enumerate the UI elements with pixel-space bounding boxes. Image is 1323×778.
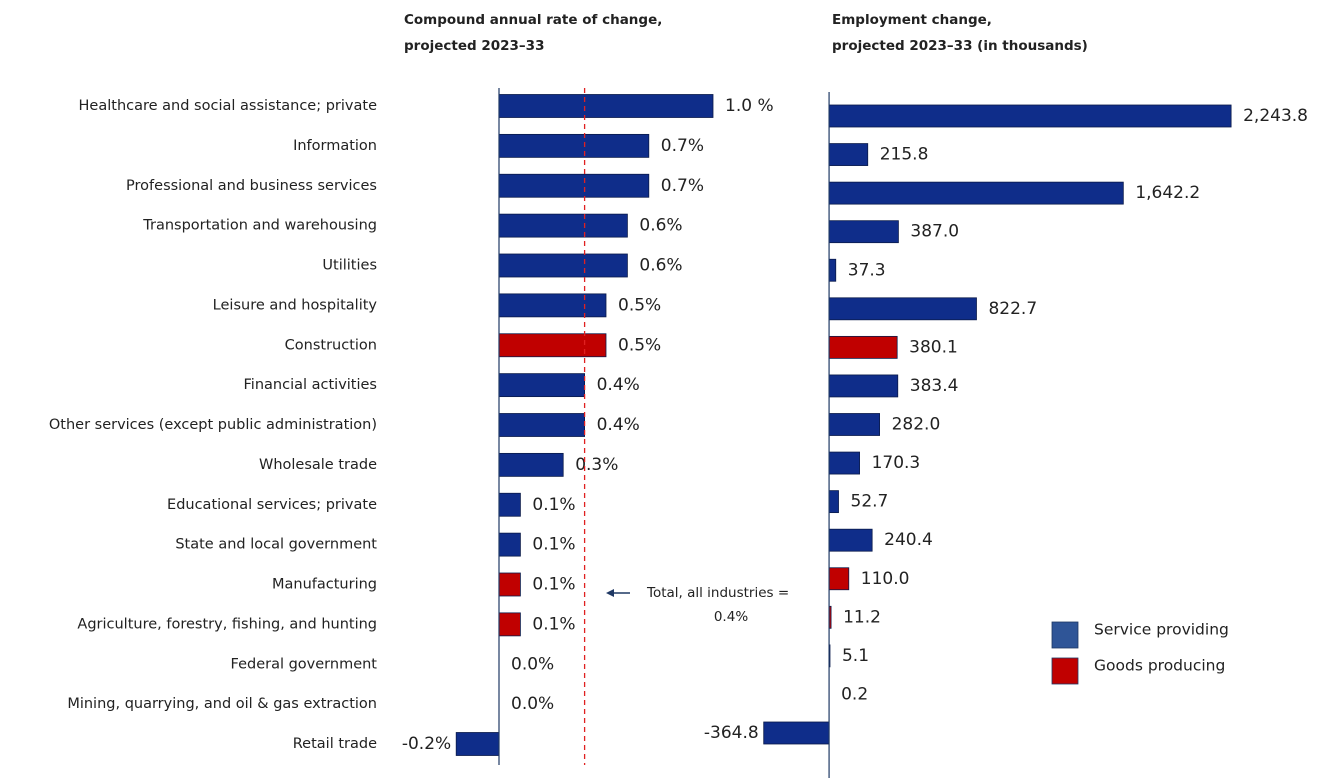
value-label: 282.0 [892,415,941,435]
value-label: 5.1 [842,646,869,666]
value-label: 1.0 % [725,96,774,116]
panel-title: Compound annual rate of change, [404,12,662,28]
category-label: Financial activities [244,377,377,393]
bar [763,721,830,745]
bar [828,143,869,166]
category-label: Other services (except public administra… [49,417,377,433]
value-label: 0.0% [511,654,554,674]
panel-title: projected 2023–33 (in thousands) [832,38,1088,54]
bar [455,732,500,756]
category-label: Professional and business services [126,178,377,194]
value-label: 0.5% [618,295,661,315]
value-label: 0.1% [532,614,575,634]
value-label: 11.2 [843,607,881,627]
value-label: 0.6% [639,216,682,236]
value-label: 0.2 [841,684,868,704]
bar [498,532,521,557]
value-label: 380.1 [909,337,958,357]
bar [828,297,977,321]
value-label: 2,243.8 [1243,106,1308,126]
value-label: -0.2% [402,734,451,754]
bar [828,104,1232,128]
value-label: 1,642.2 [1135,183,1200,203]
annotation-arrowhead [606,589,614,597]
bar [828,335,898,359]
value-label: 0.5% [618,335,661,355]
category-label: Retail trade [293,736,377,752]
category-label: State and local government [175,537,377,553]
value-label: 215.8 [880,145,929,165]
category-label: Construction [285,337,377,353]
value-label: 0.4% [597,375,640,395]
value-label: 170.3 [872,453,921,473]
value-label: 240.4 [884,530,933,550]
value-label: 383.4 [910,376,959,396]
annotation: 0.4% [714,609,748,625]
category-label: Information [293,138,377,154]
annotation: Total, all industries = [646,585,789,601]
value-label: 387.0 [910,222,959,242]
legend-label: Service providing [1094,621,1229,639]
category-label: Healthcare and social assistance; privat… [79,98,378,114]
bar [498,293,607,318]
value-label: 0.1% [532,495,575,515]
category-label: Educational services; private [167,497,377,513]
bar [828,258,837,282]
value-label: 0.7% [661,176,704,196]
value-label: -364.8 [704,723,759,743]
bar [828,220,899,244]
category-label: Utilities [322,258,377,274]
category-label: Wholesale trade [259,457,377,473]
bar [498,333,607,358]
bar [828,374,899,398]
value-label: 37.3 [848,260,886,280]
category-label: Manufacturing [272,577,377,593]
bar [498,133,650,158]
bar [828,181,1124,205]
value-label: 0.1% [532,535,575,555]
value-label: 0.3% [575,455,618,475]
category-label: Leisure and hospitality [213,297,378,313]
bar [828,451,860,475]
bar [498,492,521,517]
category-label: Federal government [231,656,378,672]
value-label: 0.4% [597,415,640,435]
bar [498,413,585,437]
bar [498,173,650,198]
bar [828,567,850,591]
category-label: Transportation and warehousing [142,218,377,234]
bar [498,572,521,597]
value-label: 0.7% [661,136,704,156]
value-label: 110.0 [861,569,910,589]
value-label: 0.0% [511,694,554,714]
value-label: 0.6% [639,256,682,276]
value-label: 52.7 [851,492,889,512]
bar [828,413,880,436]
value-label: 0.1% [532,575,575,595]
bar [498,452,564,477]
bar [828,528,873,552]
bar [498,373,585,398]
legend-label: Goods producing [1094,657,1225,675]
bar [498,612,521,637]
bar [828,490,839,514]
category-label: Agriculture, forestry, fishing, and hunt… [77,616,377,632]
bar [498,94,714,118]
panel-title: projected 2023–33 [404,38,544,54]
bar [498,213,628,238]
panel-title: Employment change, [832,12,992,28]
bar [498,253,628,278]
legend-swatch [1051,657,1079,685]
category-label: Mining, quarrying, and oil & gas extract… [67,696,377,712]
value-label: 822.7 [988,299,1037,319]
legend-swatch [1051,621,1079,649]
